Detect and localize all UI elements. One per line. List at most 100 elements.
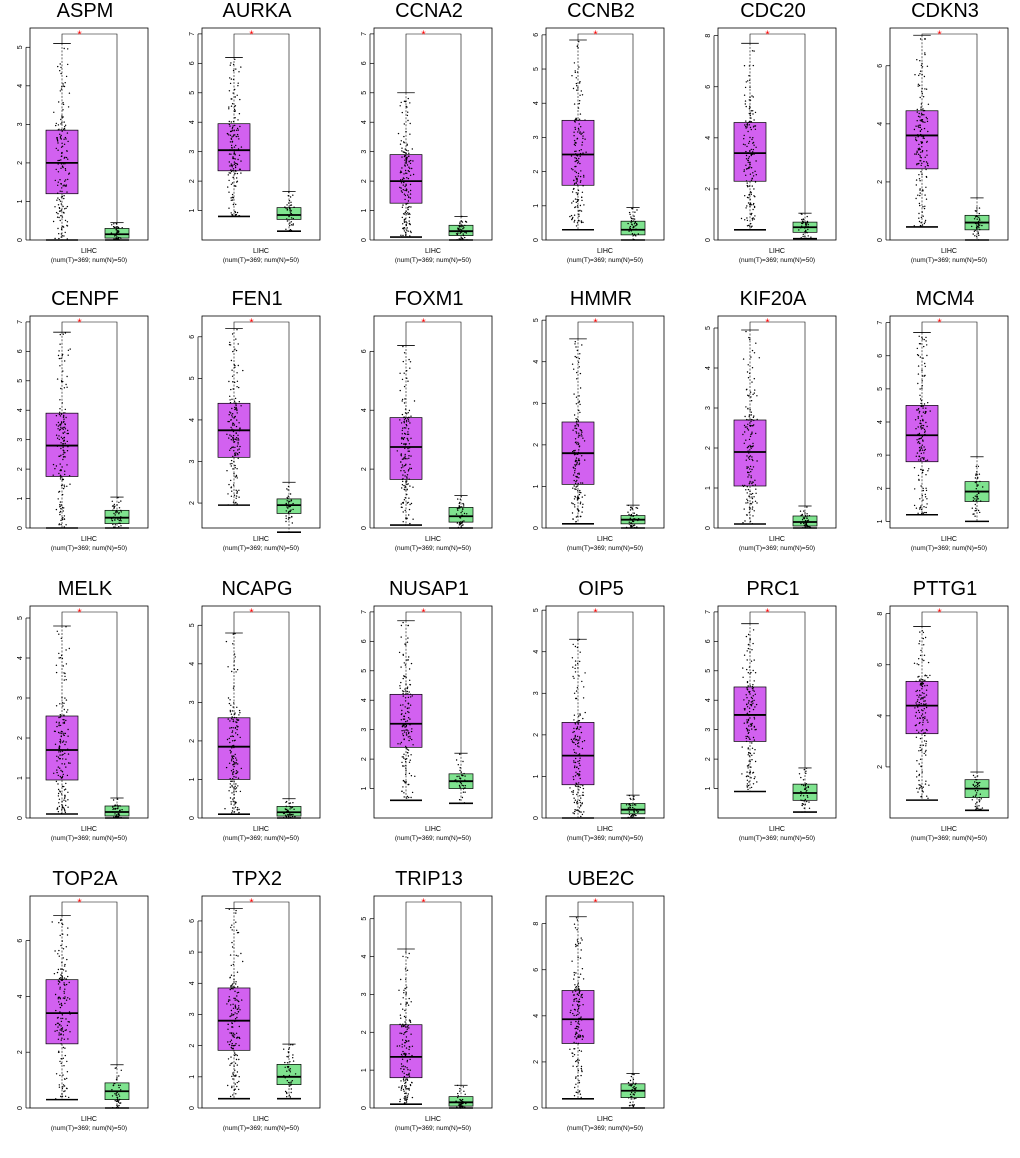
data-point (233, 736, 234, 737)
data-point (972, 799, 973, 800)
data-point (756, 502, 757, 503)
data-point (235, 398, 236, 399)
significance-star: * (593, 317, 598, 329)
data-point (238, 1005, 239, 1006)
data-point (231, 925, 232, 926)
data-point (923, 459, 924, 460)
data-point (410, 797, 411, 798)
data-point (920, 460, 921, 461)
data-point (748, 737, 749, 738)
data-point (408, 200, 409, 201)
data-point (915, 139, 916, 140)
data-point (574, 485, 575, 486)
data-point (406, 747, 407, 748)
data-point (456, 759, 457, 760)
data-point (60, 220, 61, 221)
data-point (574, 343, 575, 344)
data-point (405, 774, 406, 775)
data-point (410, 175, 411, 176)
data-point (924, 740, 925, 741)
significance-star: * (937, 29, 942, 41)
data-point (114, 519, 115, 520)
data-point (753, 65, 754, 66)
data-point (579, 401, 580, 402)
data-point (585, 152, 586, 153)
panel-title: KIF20A (688, 288, 858, 311)
data-point (404, 1076, 405, 1077)
data-point (407, 720, 408, 721)
data-point (918, 775, 919, 776)
data-point (401, 730, 402, 731)
data-point (403, 152, 404, 153)
data-point (238, 439, 239, 440)
data-point (464, 225, 465, 226)
data-point (920, 107, 921, 108)
data-point (57, 197, 58, 198)
y-tick-label: 5 (189, 623, 196, 627)
data-point (65, 626, 66, 627)
data-point (922, 682, 923, 683)
data-point (922, 108, 923, 109)
data-point (113, 239, 114, 240)
data-point (403, 173, 404, 174)
data-point (411, 663, 412, 664)
data-point (63, 1091, 64, 1092)
y-tick-label: 2 (361, 757, 368, 761)
data-point (235, 158, 236, 159)
data-point (121, 809, 122, 810)
data-point (232, 170, 233, 171)
data-point (918, 643, 919, 644)
data-point (920, 403, 921, 404)
data-point (920, 423, 921, 424)
y-tick-label: 2 (17, 1050, 24, 1054)
data-point (573, 644, 574, 645)
data-point (916, 508, 917, 509)
data-point (747, 730, 748, 731)
data-point (233, 435, 234, 436)
significance-star: * (77, 607, 82, 619)
y-tick-label: 0 (17, 526, 24, 530)
data-point (57, 807, 58, 808)
data-point (59, 70, 60, 71)
data-point (580, 802, 581, 803)
data-point (230, 83, 231, 84)
data-point (750, 117, 751, 118)
data-point (404, 1045, 405, 1046)
data-point (577, 207, 578, 208)
data-point (575, 489, 576, 490)
panel-title: AURKA (172, 0, 342, 23)
data-point (573, 762, 574, 763)
data-point (410, 361, 411, 362)
data-point (408, 178, 409, 179)
data-point (410, 1085, 411, 1086)
data-point (64, 763, 65, 764)
data-point (64, 1079, 65, 1080)
data-point (57, 217, 58, 218)
data-point (745, 406, 746, 407)
data-point (65, 443, 66, 444)
data-point (751, 213, 752, 214)
data-point (235, 502, 236, 503)
data-point (919, 411, 920, 412)
data-point (402, 428, 403, 429)
data-point (230, 480, 231, 481)
data-point (119, 507, 120, 508)
data-point (412, 695, 413, 696)
data-point (923, 693, 924, 694)
data-point (632, 218, 633, 219)
data-point (801, 800, 802, 801)
data-point (118, 1087, 119, 1088)
data-point (918, 84, 919, 85)
data-point (62, 438, 63, 439)
data-point (925, 488, 926, 489)
data-point (288, 817, 289, 818)
data-point (117, 1097, 118, 1098)
data-point (916, 771, 917, 772)
data-point (69, 763, 70, 764)
data-point (754, 171, 755, 172)
data-point (745, 127, 746, 128)
data-point (920, 149, 921, 150)
data-point (580, 811, 581, 812)
data-point (630, 518, 631, 519)
